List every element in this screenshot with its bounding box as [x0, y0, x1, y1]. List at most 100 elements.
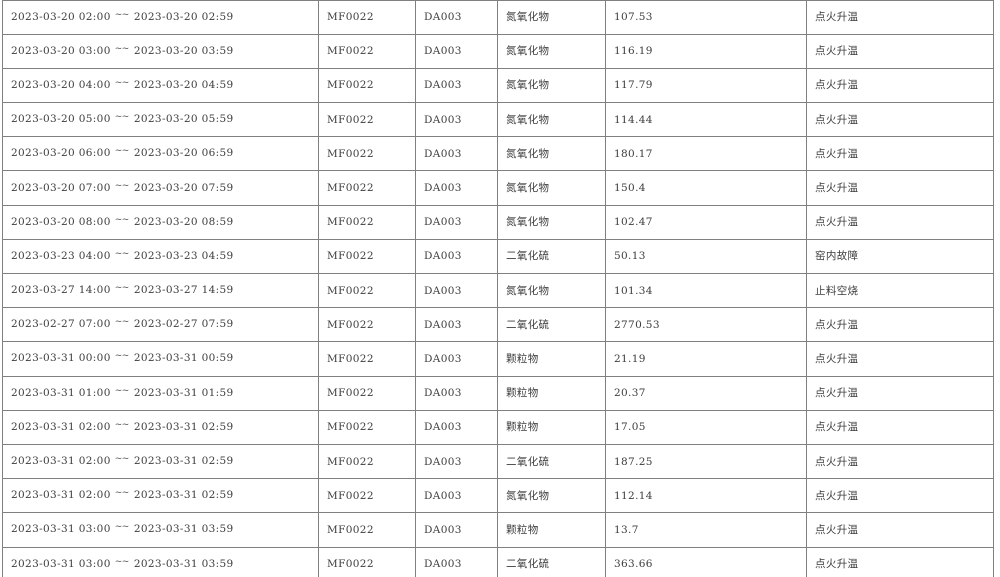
table-row[interactable]: 2023-03-31 00:00 ~~ 2023-03-31 00:59 MF0022…: [2, 341, 994, 377]
table-row[interactable]: 2023-03-20 03:00 ~~ 2023-03-20 03:59 MF0022…: [2, 33, 994, 69]
cell-time-period: 2023-02-27 07:00 ~~ 2023-02-27 07:59: [2, 307, 319, 343]
period-end: 2023-03-20 06:59: [133, 147, 234, 160]
cell-pollutant-name: 氮氧化物: [497, 33, 606, 69]
range-separator: ~~: [114, 214, 130, 225]
period-end: 2023-02-27 07:59: [133, 318, 234, 331]
cell-device-code: DA003: [415, 546, 498, 577]
cell-measured-value: 187.25: [605, 443, 807, 480]
range-separator: ~~: [114, 77, 130, 88]
cell-station-code: MF0022: [318, 238, 416, 275]
period-start: 2023-03-20 02:00: [11, 10, 111, 23]
cell-device-code: DA003: [415, 272, 498, 309]
cell-time-period: 2023-03-20 07:00 ~~ 2023-03-20 07:59: [2, 170, 319, 206]
range-separator: ~~: [114, 146, 130, 157]
cell-time-period: 2023-03-31 02:00 ~~ 2023-03-31 02:59: [2, 443, 319, 480]
period-start: 2023-03-31 02:00: [11, 420, 111, 433]
table-row[interactable]: 2023-03-20 08:00 ~~ 2023-03-20 08:59 MF0022…: [2, 204, 994, 240]
period-end: 2023-03-31 02:59: [133, 420, 234, 433]
table-row[interactable]: 2023-03-23 04:00 ~~ 2023-03-23 04:59 MF0022…: [2, 238, 994, 275]
cell-pollutant-name: 氮氧化物: [497, 204, 606, 240]
cell-pollutant-name: 二氧化硫: [497, 443, 606, 480]
cell-station-code: MF0022: [318, 307, 416, 343]
cell-measured-value: 102.47: [605, 204, 807, 240]
table-row[interactable]: 2023-03-20 05:00 ~~ 2023-03-20 05:59 MF0022…: [2, 102, 994, 138]
range-separator: ~~: [114, 419, 130, 430]
table-row[interactable]: 2023-03-20 06:00 ~~ 2023-03-20 06:59 MF0022…: [2, 136, 994, 172]
table-row[interactable]: 2023-03-31 02:00 ~~ 2023-03-31 02:59 MF0022…: [2, 409, 994, 445]
cell-station-code: MF0022: [318, 204, 416, 240]
cell-time-period: 2023-03-27 14:00 ~~ 2023-03-27 14:59: [2, 272, 319, 309]
range-separator: ~~: [114, 488, 130, 499]
period-end: 2023-03-31 03:59: [133, 523, 234, 536]
table-row[interactable]: 2023-03-31 03:00 ~~ 2023-03-31 03:59 MF0022…: [2, 546, 994, 577]
table-row[interactable]: 2023-03-27 14:00 ~~ 2023-03-27 14:59 MF0022…: [2, 272, 994, 309]
period-start: 2023-03-31 03:00: [11, 523, 111, 536]
cell-pollutant-name: 氮氧化物: [497, 272, 606, 309]
cell-time-period: 2023-03-20 08:00 ~~ 2023-03-20 08:59: [2, 204, 319, 240]
range-separator: ~~: [114, 351, 130, 362]
range-separator: ~~: [114, 454, 130, 465]
cell-measured-value: 17.05: [605, 409, 807, 445]
range-separator: ~~: [114, 317, 130, 328]
period-end: 2023-03-23 04:59: [133, 249, 234, 262]
cell-station-code: MF0022: [318, 272, 416, 309]
cell-time-period: 2023-03-20 03:00 ~~ 2023-03-20 03:59: [2, 33, 319, 69]
table-row[interactable]: 2023-02-27 07:00 ~~ 2023-02-27 07:59 MF0022…: [2, 307, 994, 343]
cell-pollutant-name: 氮氧化物: [497, 136, 606, 172]
cell-measured-value: 21.19: [605, 341, 807, 377]
table-row[interactable]: 2023-03-31 02:00 ~~ 2023-03-31 02:59 MF0022…: [2, 478, 994, 514]
period-start: 2023-03-27 14:00: [11, 284, 111, 297]
cell-pollutant-name: 颗粒物: [497, 341, 606, 377]
cell-time-period: 2023-03-31 02:00 ~~ 2023-03-31 02:59: [2, 409, 319, 445]
table-row[interactable]: 2023-03-20 07:00 ~~ 2023-03-20 07:59 MF0022…: [2, 170, 994, 206]
cell-measured-value: 114.44: [605, 102, 807, 138]
cell-station-code: MF0022: [318, 33, 416, 69]
cell-station-code: MF0022: [318, 170, 416, 206]
period-end: 2023-03-20 07:59: [133, 181, 234, 194]
cell-station-code: MF0022: [318, 478, 416, 514]
range-separator: ~~: [114, 43, 130, 54]
range-separator: ~~: [114, 9, 130, 20]
cell-station-code: MF0022: [318, 443, 416, 480]
cell-time-period: 2023-03-31 03:00 ~~ 2023-03-31 03:59: [2, 512, 319, 548]
cell-reason-name: 点火升温: [806, 375, 994, 411]
period-start: 2023-02-27 07:00: [11, 318, 111, 331]
table-row[interactable]: 2023-03-31 01:00 ~~ 2023-03-31 01:59 MF0022…: [2, 375, 994, 411]
period-end: 2023-03-27 14:59: [133, 284, 234, 297]
period-start: 2023-03-31 02:00: [11, 489, 111, 502]
table-row[interactable]: 2023-03-31 03:00 ~~ 2023-03-31 03:59 MF0022…: [2, 512, 994, 548]
cell-measured-value: 2770.53: [605, 307, 807, 343]
cell-time-period: 2023-03-31 01:00 ~~ 2023-03-31 01:59: [2, 375, 319, 411]
cell-reason-name: 点火升温: [806, 33, 994, 69]
cell-device-code: DA003: [415, 204, 498, 240]
cell-pollutant-name: 颗粒物: [497, 375, 606, 411]
cell-reason-name: 点火升温: [806, 512, 994, 548]
cell-reason-name: 止料空烧: [806, 272, 994, 309]
cell-station-code: MF0022: [318, 136, 416, 172]
cell-station-code: MF0022: [318, 102, 416, 138]
cell-time-period: 2023-03-31 02:00 ~~ 2023-03-31 02:59: [2, 478, 319, 514]
table-row[interactable]: 2023-03-20 02:00 ~~ 2023-03-20 02:59 MF0022…: [2, 0, 994, 35]
period-end: 2023-03-31 01:59: [133, 386, 234, 399]
range-separator: ~~: [114, 385, 130, 396]
period-end: 2023-03-20 03:59: [133, 44, 234, 57]
period-start: 2023-03-20 07:00: [11, 181, 111, 194]
period-start: 2023-03-31 03:00: [11, 557, 111, 570]
cell-device-code: DA003: [415, 102, 498, 138]
cell-reason-name: 点火升温: [806, 307, 994, 343]
cell-device-code: DA003: [415, 33, 498, 69]
cell-device-code: DA003: [415, 307, 498, 343]
period-end: 2023-03-31 00:59: [133, 352, 234, 365]
period-end: 2023-03-31 02:59: [133, 489, 234, 502]
cell-station-code: MF0022: [318, 512, 416, 548]
range-separator: ~~: [114, 248, 130, 259]
table-row[interactable]: 2023-03-20 04:00 ~~ 2023-03-20 04:59 MF0022…: [2, 67, 994, 104]
table-row[interactable]: 2023-03-31 02:00 ~~ 2023-03-31 02:59 MF0022…: [2, 443, 994, 480]
cell-measured-value: 13.7: [605, 512, 807, 548]
range-separator: ~~: [114, 283, 130, 294]
cell-device-code: DA003: [415, 409, 498, 445]
cell-measured-value: 107.53: [605, 0, 807, 35]
cell-reason-name: 点火升温: [806, 341, 994, 377]
